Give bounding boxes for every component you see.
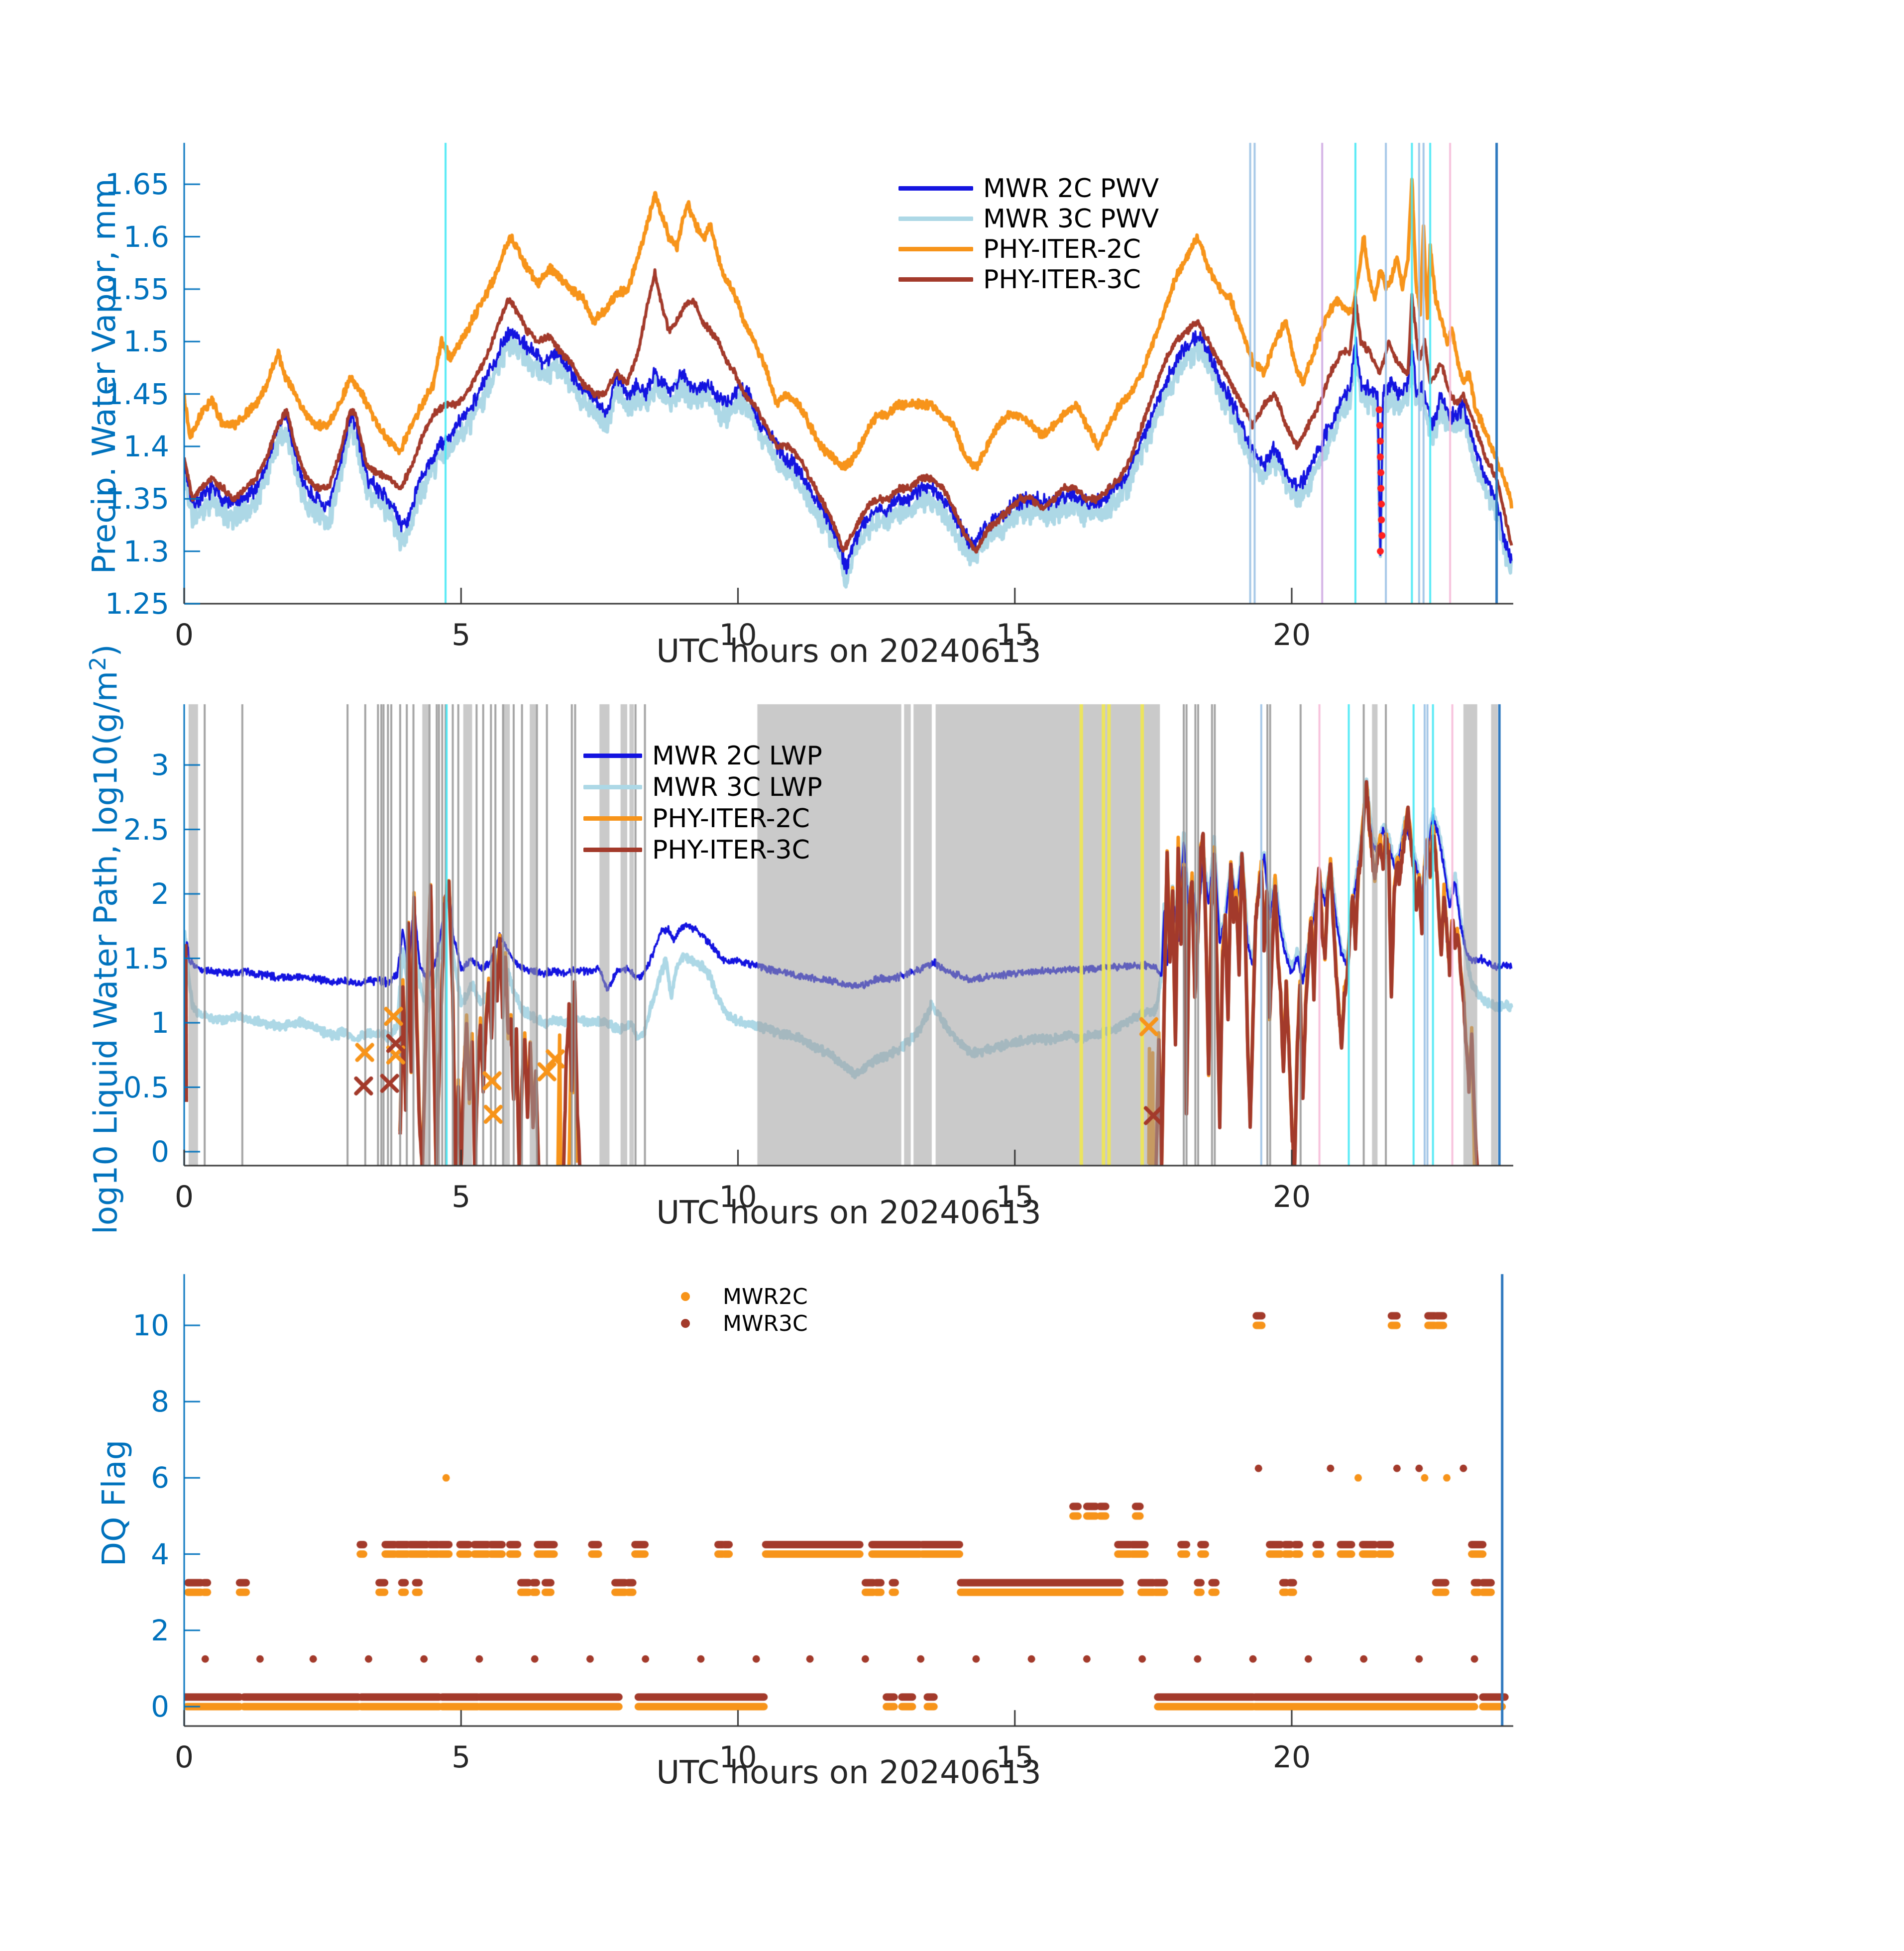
y-tick-label: 0 — [151, 1135, 169, 1169]
x-tick-label: 15 — [996, 1740, 1034, 1775]
legend-line-swatch — [898, 247, 973, 251]
x-tick-label: 20 — [1272, 618, 1311, 652]
legend-item-label: MWR2C — [723, 1284, 808, 1309]
y-tick-label: 0 — [151, 1689, 169, 1724]
y-tick-label: 1 — [151, 1006, 169, 1040]
legend-entry: MWR 2C PWV — [898, 173, 1159, 204]
figure: Precip. Water Vapor, mm UTC hours on 202… — [85, 133, 1528, 1791]
x-tick-label: 15 — [996, 1180, 1034, 1214]
legend-entry: MWR 2C LWP — [583, 740, 822, 771]
y-tick-label: 1.3 — [123, 534, 169, 568]
x-tick-label: 0 — [174, 1180, 194, 1214]
y-tick-label: 10 — [132, 1308, 169, 1342]
y-tick-label: 1.35 — [105, 482, 169, 516]
legend-entry: PHY-ITER-3C — [583, 834, 822, 866]
y-tick-label: 1.4 — [123, 429, 169, 463]
legend-item-label: MWR 2C LWP — [652, 741, 822, 771]
lwp-plot-area — [154, 694, 1528, 1197]
dq-legend: MWR2C MWR3C — [681, 1283, 808, 1337]
y-tick-label: 2 — [151, 1613, 169, 1647]
pwv-legend: MWR 2C PWV MWR 3C PWV PHY-ITER-2C PHY-ITER-… — [898, 173, 1159, 295]
x-tick-label: 5 — [451, 618, 471, 652]
y-tick-label: 1.65 — [105, 167, 169, 202]
y-tick-label: 1.55 — [105, 272, 169, 306]
legend-item-label: PHY-ITER-3C — [983, 264, 1141, 295]
legend-marker-dot — [681, 1292, 690, 1301]
legend-entry: MWR 3C PWV — [898, 204, 1159, 234]
legend-entry: MWR2C — [681, 1283, 808, 1310]
y-tick-label: 3 — [151, 748, 169, 782]
legend-item-label: PHY-ITER-2C — [652, 803, 810, 834]
legend-entry: MWR 3C LWP — [583, 771, 822, 803]
lwp-legend: MWR 2C LWP MWR 3C LWP PHY-ITER-2C PHY-ITER-… — [583, 740, 822, 866]
legend-item-label: MWR 2C PWV — [983, 173, 1159, 204]
y-tick-label: 1.5 — [123, 325, 169, 359]
legend-entry: MWR3C — [681, 1310, 808, 1337]
pwv-plot-area — [154, 133, 1528, 636]
x-tick-label: 5 — [451, 1740, 471, 1775]
y-tick-label: 6 — [151, 1461, 169, 1495]
legend-line-swatch — [583, 785, 642, 789]
legend-entry: PHY-ITER-2C — [898, 234, 1159, 264]
x-tick-label: 15 — [996, 618, 1034, 652]
y-tick-label: 2 — [151, 877, 169, 911]
y-tick-label: 1.5 — [123, 941, 169, 976]
y-tick-label: 1.25 — [105, 587, 169, 621]
legend-line-swatch — [583, 848, 642, 852]
y-tick-label: 4 — [151, 1537, 169, 1571]
x-tick-label: 10 — [719, 618, 757, 652]
x-tick-label: 0 — [174, 1740, 194, 1775]
legend-line-swatch — [898, 186, 973, 191]
legend-line-swatch — [583, 816, 642, 821]
legend-item-label: MWR 3C LWP — [652, 772, 822, 802]
legend-marker-dot — [681, 1319, 690, 1328]
x-tick-label: 0 — [174, 618, 194, 652]
legend-item-label: PHY-ITER-2C — [983, 234, 1141, 264]
y-tick-label: 1.45 — [105, 377, 169, 411]
x-tick-label: 5 — [451, 1180, 471, 1214]
x-tick-label: 10 — [719, 1740, 757, 1775]
lwp-x-axis-label: UTC hours on 20240613 — [656, 1194, 1041, 1231]
y-tick-label: 8 — [151, 1385, 169, 1419]
pwv-x-axis-label: UTC hours on 20240613 — [656, 633, 1041, 670]
legend-line-swatch — [898, 217, 973, 221]
x-tick-label: 20 — [1272, 1740, 1311, 1775]
legend-line-swatch — [583, 754, 642, 758]
legend-item-label: MWR3C — [723, 1310, 808, 1336]
y-tick-label: 1.6 — [123, 219, 169, 254]
dq-plot-area — [154, 1264, 1528, 1759]
legend-line-swatch — [898, 277, 973, 282]
x-tick-label: 10 — [719, 1180, 757, 1214]
y-tick-label: 2.5 — [123, 812, 169, 847]
dq-y-axis-label: DQ Flag — [96, 1439, 133, 1567]
legend-item-label: PHY-ITER-3C — [652, 835, 810, 865]
legend-entry: PHY-ITER-2C — [583, 803, 822, 834]
x-tick-label: 20 — [1272, 1180, 1311, 1214]
legend-item-label: MWR 3C PWV — [983, 204, 1159, 234]
y-tick-label: 0.5 — [123, 1070, 169, 1104]
dq-x-axis-label: UTC hours on 20240613 — [656, 1754, 1041, 1791]
legend-entry: PHY-ITER-3C — [898, 264, 1159, 295]
